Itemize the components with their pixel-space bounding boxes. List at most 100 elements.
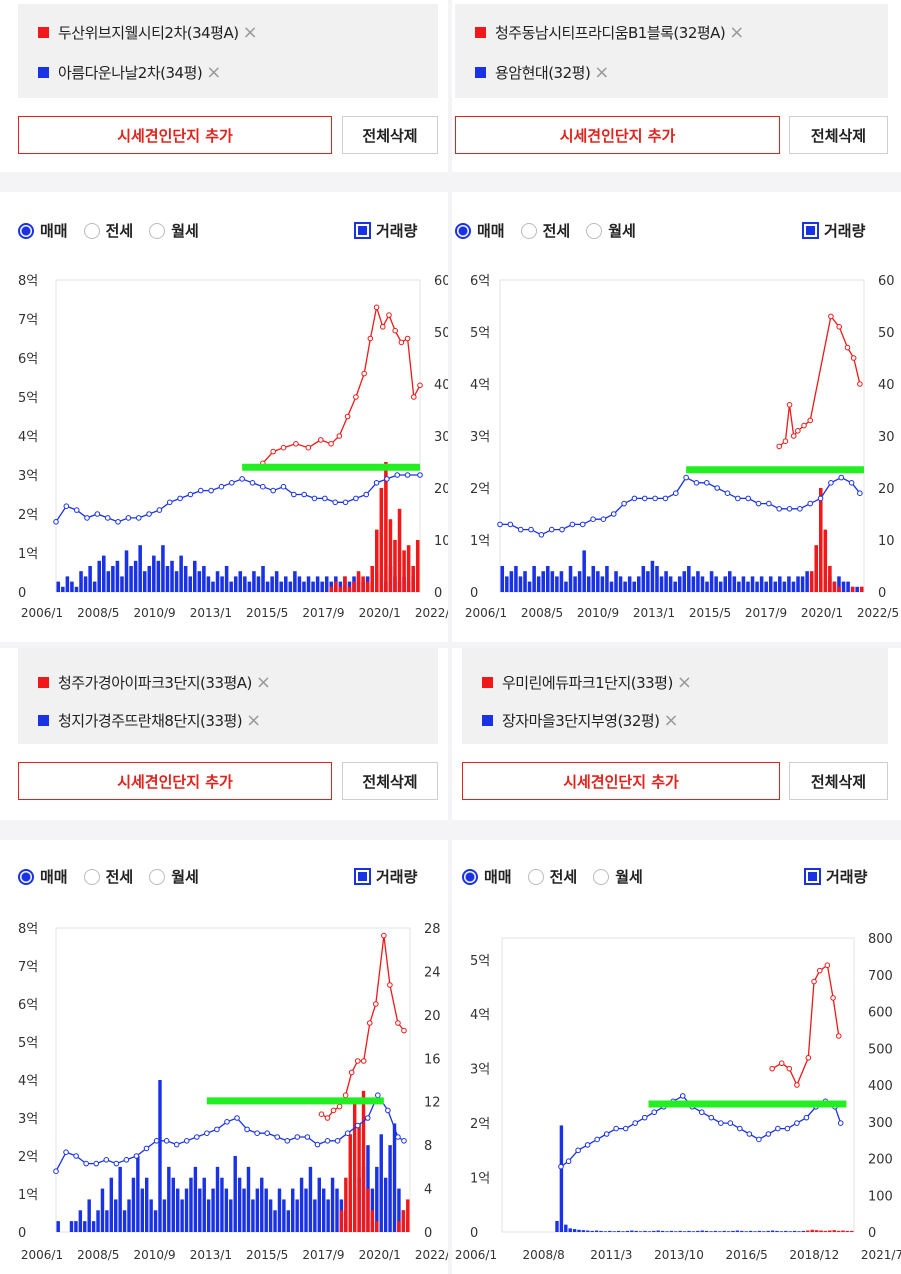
volume-bar-red	[832, 1230, 836, 1232]
price-point	[507, 521, 514, 528]
radio-monthly[interactable]: 월세	[149, 866, 199, 887]
remove-icon[interactable]: ×	[255, 671, 271, 693]
volume-bar-blue	[260, 1177, 264, 1232]
remove-icon[interactable]: ×	[729, 21, 744, 43]
radio-monthly[interactable]: 월세	[149, 220, 199, 241]
volume-bar-red	[411, 566, 415, 592]
price-point	[366, 1020, 373, 1026]
plot-area	[55, 927, 411, 1233]
remove-icon[interactable]: ×	[242, 21, 258, 43]
volume-toggle[interactable]: 거래량	[802, 220, 865, 241]
volume-bar-blue	[564, 581, 568, 592]
price-point	[848, 480, 855, 486]
x-tick-label: 2020/1	[359, 606, 401, 620]
volume-bar-blue	[120, 576, 124, 592]
volume-bar-red	[814, 545, 818, 592]
price-point	[797, 505, 803, 512]
price-point	[322, 495, 328, 502]
volume-bar-blue	[682, 1231, 687, 1232]
price-point	[328, 441, 334, 447]
price-series-line	[500, 476, 861, 536]
add-complex-button[interactable]: 시세견인단지 추가	[18, 762, 332, 800]
volume-bar-blue	[643, 1230, 647, 1232]
remove-icon[interactable]: ×	[676, 671, 692, 693]
remove-icon[interactable]: ×	[246, 709, 261, 731]
volume-bar-red	[379, 488, 384, 592]
volume-bar-red	[352, 1101, 357, 1232]
volume-bar-blue	[665, 1231, 669, 1232]
remove-icon[interactable]: ×	[594, 61, 609, 83]
radio-label: 매매	[40, 868, 68, 886]
price-point	[166, 499, 173, 506]
delete-all-button[interactable]: 전체삭제	[342, 116, 438, 154]
volume-bar-blue	[586, 576, 591, 592]
price-point	[364, 1115, 371, 1121]
radio-jeonse[interactable]: 전세	[83, 220, 133, 241]
x-tick-label: 2022/5	[415, 606, 448, 620]
radio-sale[interactable]: 매매	[462, 866, 512, 887]
trade-type-radio-group: 매매 전세 월세	[462, 866, 659, 887]
radio-monthly[interactable]: 월세	[593, 866, 643, 887]
x-tick-label: 2013/1	[633, 606, 675, 620]
radio-sale[interactable]: 매매	[18, 866, 68, 887]
price-point	[177, 495, 183, 502]
y-right-tick-label: 40	[434, 378, 448, 393]
volume-bar-blue	[837, 576, 841, 592]
volume-bar-blue	[757, 1230, 762, 1232]
volume-toggle[interactable]: 거래량	[804, 866, 867, 887]
price-point	[125, 515, 132, 521]
price-point	[193, 1134, 200, 1140]
price-point	[613, 1125, 619, 1132]
volume-bar-blue	[299, 1177, 304, 1232]
volume-bar-blue	[655, 566, 659, 592]
volume-bar-blue	[56, 1221, 60, 1232]
volume-bar-blue	[775, 1230, 779, 1232]
delete-all-button[interactable]: 전체삭제	[789, 762, 888, 800]
volume-bar-red	[338, 586, 343, 592]
x-tick-label: 2013/10	[654, 1248, 704, 1262]
volume-toggle[interactable]: 거래량	[354, 220, 417, 241]
radio-off-icon	[83, 222, 100, 239]
volume-bar-blue	[124, 550, 129, 592]
radio-jeonse[interactable]: 전세	[520, 220, 570, 241]
add-complex-button[interactable]: 시세견인단지 추가	[18, 116, 332, 154]
volume-bar-blue	[246, 1166, 251, 1232]
remove-icon[interactable]: ×	[663, 709, 679, 731]
volume-bar-blue	[229, 581, 233, 592]
radio-sale[interactable]: 매매	[455, 220, 505, 241]
radio-label: 매매	[477, 222, 505, 240]
price-point	[641, 1114, 648, 1121]
delete-all-button[interactable]: 전체삭제	[789, 116, 888, 154]
price-point	[610, 511, 617, 517]
volume-bar-red	[384, 462, 388, 592]
y-left-tick-label: 7억	[18, 960, 38, 975]
volume-bar-blue	[114, 1199, 118, 1232]
checkbox-icon	[354, 868, 371, 885]
price-chart: 0 1억 2억 3억 4억 5억 6억 7억 8억 0 10 20 30 40 50 60 2006/1 2008…	[18, 274, 448, 620]
volume-bar-blue	[102, 555, 106, 592]
add-complex-button[interactable]: 시세견인단지 추가	[455, 116, 780, 154]
price-point	[239, 476, 245, 482]
add-complex-button[interactable]: 시세견인단지 추가	[462, 762, 780, 800]
volume-toggle[interactable]: 거래량	[354, 866, 417, 887]
radio-sale[interactable]: 매매	[18, 220, 68, 241]
price-point	[244, 1126, 250, 1133]
price-point	[336, 433, 343, 439]
remove-icon[interactable]: ×	[206, 61, 221, 83]
volume-bar-red	[388, 519, 393, 592]
price-point	[113, 1160, 120, 1167]
volume-bar-red	[329, 586, 334, 592]
y-left-tick-label: 5억	[18, 391, 38, 406]
delete-all-button[interactable]: 전체삭제	[342, 762, 438, 800]
volume-bar-blue	[674, 1231, 678, 1232]
radio-off-icon	[586, 222, 603, 239]
volume-bar-blue	[297, 576, 302, 592]
radio-jeonse[interactable]: 전세	[83, 866, 133, 887]
price-point	[84, 515, 90, 521]
price-point	[816, 967, 823, 974]
volume-bar-blue	[174, 571, 179, 592]
radio-jeonse[interactable]: 전세	[527, 866, 577, 887]
price-point	[679, 1093, 686, 1099]
radio-monthly[interactable]: 월세	[586, 220, 636, 241]
volume-bar-blue	[229, 1199, 233, 1232]
